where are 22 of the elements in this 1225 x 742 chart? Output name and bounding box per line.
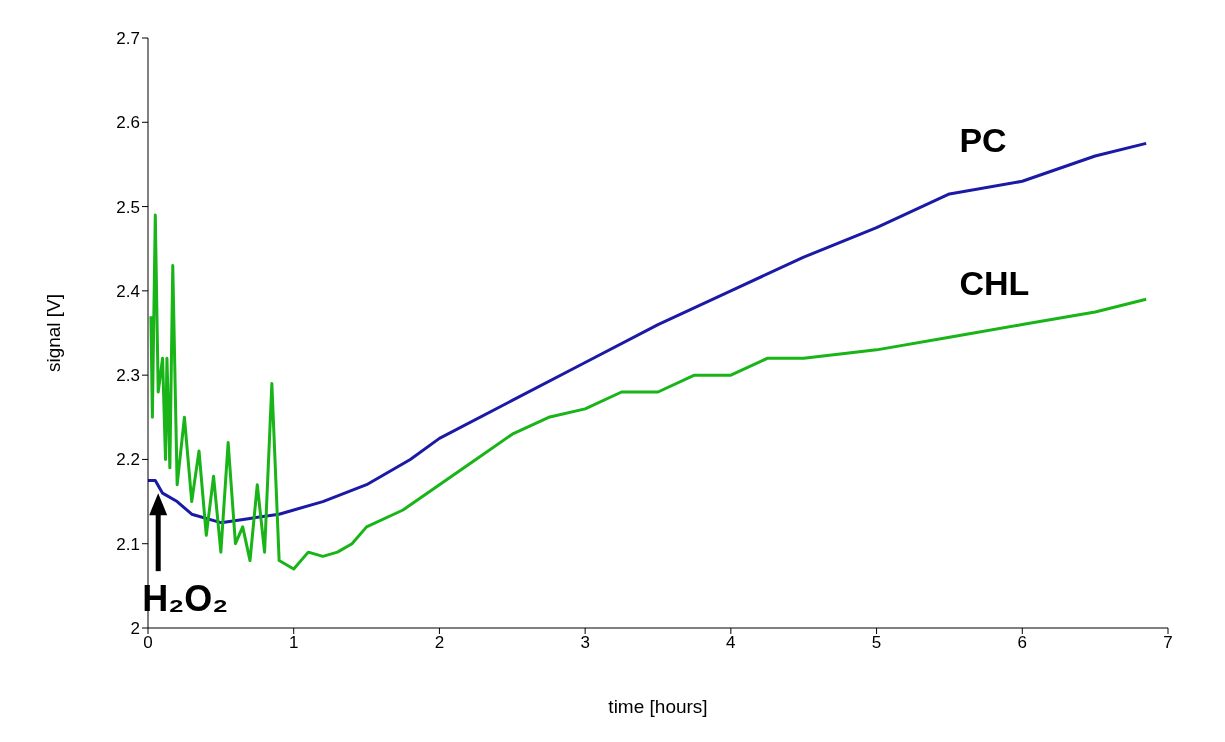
x-tick-label: 6: [1017, 633, 1028, 653]
x-tick-label: 5: [871, 633, 882, 653]
y-tick-label: 2.3: [116, 366, 140, 386]
y-tick-label: 2.7: [116, 29, 140, 49]
x-axis-title: time [hours]: [608, 696, 708, 717]
series-label: PC: [959, 120, 1007, 159]
line-series: [149, 213, 1148, 571]
series-label: CHL: [959, 264, 1030, 303]
x-tick-label: 4: [726, 633, 736, 653]
y-tick-label: 2.2: [116, 450, 140, 470]
x-tick-label: 7: [1163, 633, 1173, 653]
y-tick-label: 2.1: [116, 534, 140, 554]
y-tick-label: 2: [130, 619, 140, 639]
y-axis-title: signal [V]: [42, 293, 64, 373]
y-tick-label: 2.5: [116, 197, 140, 217]
annotation: H₂O₂: [142, 578, 229, 620]
x-tick-label: 0: [143, 633, 153, 653]
x-tick-label: 1: [288, 633, 299, 653]
x-tick-label: 3: [580, 633, 590, 653]
y-tick-label: 2.6: [116, 113, 140, 133]
x-tick-label: 2: [434, 633, 445, 653]
y-tick-label: 2.4: [116, 281, 140, 301]
